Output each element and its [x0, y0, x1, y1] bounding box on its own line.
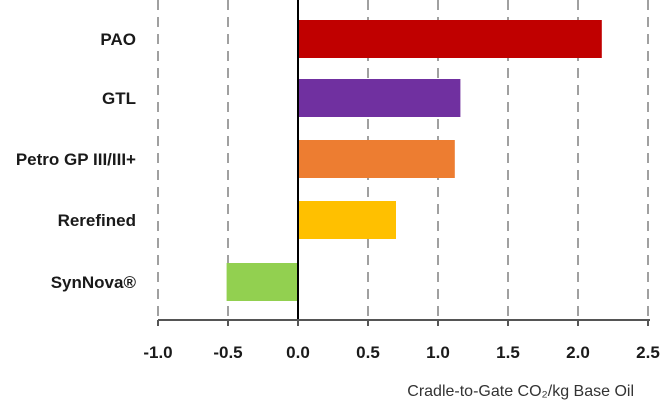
bar-synnova- [226, 263, 298, 301]
x-tick-label: 1.5 [496, 343, 520, 362]
bar-rerefined [298, 201, 396, 239]
x-tick-label: 2.5 [636, 343, 660, 362]
category-label: SynNova® [51, 273, 137, 292]
tick-labels: -1.0 -0.5 0.0 0.5 1.0 1.5 2.0 2.5 [143, 343, 659, 362]
category-label: Rerefined [58, 211, 136, 230]
x-tick-label: -0.5 [213, 343, 242, 362]
bars [226, 20, 602, 301]
axes [157, 0, 650, 326]
x-tick-label: 2.0 [566, 343, 590, 362]
category-label: GTL [102, 89, 136, 108]
x-tick-label: -1.0 [143, 343, 172, 362]
x-tick-label: 0.5 [356, 343, 380, 362]
bar-pao [298, 20, 602, 58]
category-label: PAO [100, 30, 136, 49]
bar-petro-gp-iii-iii- [298, 140, 455, 178]
category-label: Petro GP III/III+ [16, 150, 136, 169]
x-axis-title: Cradle-to-Gate CO₂/kg Base Oil [407, 383, 634, 400]
bar-gtl [298, 79, 461, 117]
x-tick-label: 0.0 [286, 343, 310, 362]
x-tick-label: 1.0 [426, 343, 450, 362]
category-labels: PAO GTL Petro GP III/III+ Rerefined SynNova® [16, 30, 137, 292]
